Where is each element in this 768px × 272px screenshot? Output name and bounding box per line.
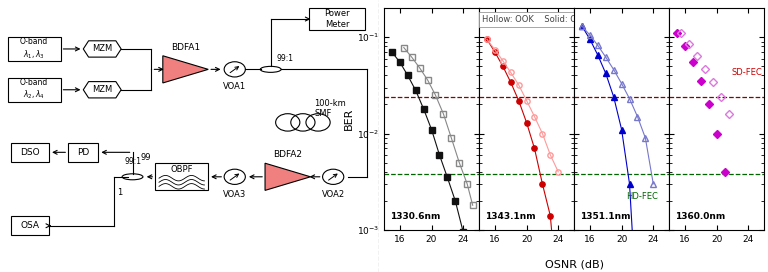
Circle shape [323,169,344,184]
Text: 1360.0nm: 1360.0nm [675,212,725,221]
Text: 1: 1 [117,188,122,197]
Text: SD-FEC: SD-FEC [731,68,763,77]
Text: 1343.1nm: 1343.1nm [485,212,535,221]
Text: DSO: DSO [21,148,40,157]
Polygon shape [83,41,121,57]
Circle shape [224,169,245,184]
FancyBboxPatch shape [12,143,49,162]
Text: O-band
$\lambda_1,\lambda_3$: O-band $\lambda_1,\lambda_3$ [20,37,48,61]
FancyBboxPatch shape [8,37,61,61]
Text: VOA1: VOA1 [223,82,247,91]
Text: Power
Meter: Power Meter [324,9,349,29]
Text: 99:1: 99:1 [276,54,293,63]
Circle shape [224,62,245,77]
Text: HD-FEC: HD-FEC [627,192,658,201]
Text: OSA: OSA [21,221,40,230]
Y-axis label: BER: BER [344,108,354,130]
Text: BDFA1: BDFA1 [171,43,200,52]
FancyBboxPatch shape [8,78,61,102]
Ellipse shape [122,174,143,180]
Text: O-band
$\lambda_2,\lambda_4$: O-band $\lambda_2,\lambda_4$ [20,78,48,101]
FancyBboxPatch shape [68,143,98,162]
FancyBboxPatch shape [309,8,366,30]
Polygon shape [83,82,121,98]
Text: MZM: MZM [92,85,112,94]
Ellipse shape [260,66,281,72]
FancyBboxPatch shape [155,163,208,190]
Text: Hollow: OOK    Solid: QPSK: Hollow: OOK Solid: QPSK [482,15,593,24]
Text: 99:1: 99:1 [124,157,141,166]
Text: PD: PD [77,148,89,157]
Text: 1351.1nm: 1351.1nm [580,212,631,221]
Text: 1330.6nm: 1330.6nm [389,212,440,221]
Text: VOA2: VOA2 [322,190,345,199]
Polygon shape [163,56,208,83]
Text: VOA3: VOA3 [223,190,247,199]
Text: 99: 99 [140,153,151,162]
FancyBboxPatch shape [12,216,49,235]
Text: OBPF: OBPF [170,165,193,175]
Text: 100-km
SMF: 100-km SMF [314,99,346,119]
Text: MZM: MZM [92,44,112,54]
Text: OSNR (dB): OSNR (dB) [545,259,604,269]
Text: BDFA2: BDFA2 [273,150,303,159]
Polygon shape [265,163,310,190]
